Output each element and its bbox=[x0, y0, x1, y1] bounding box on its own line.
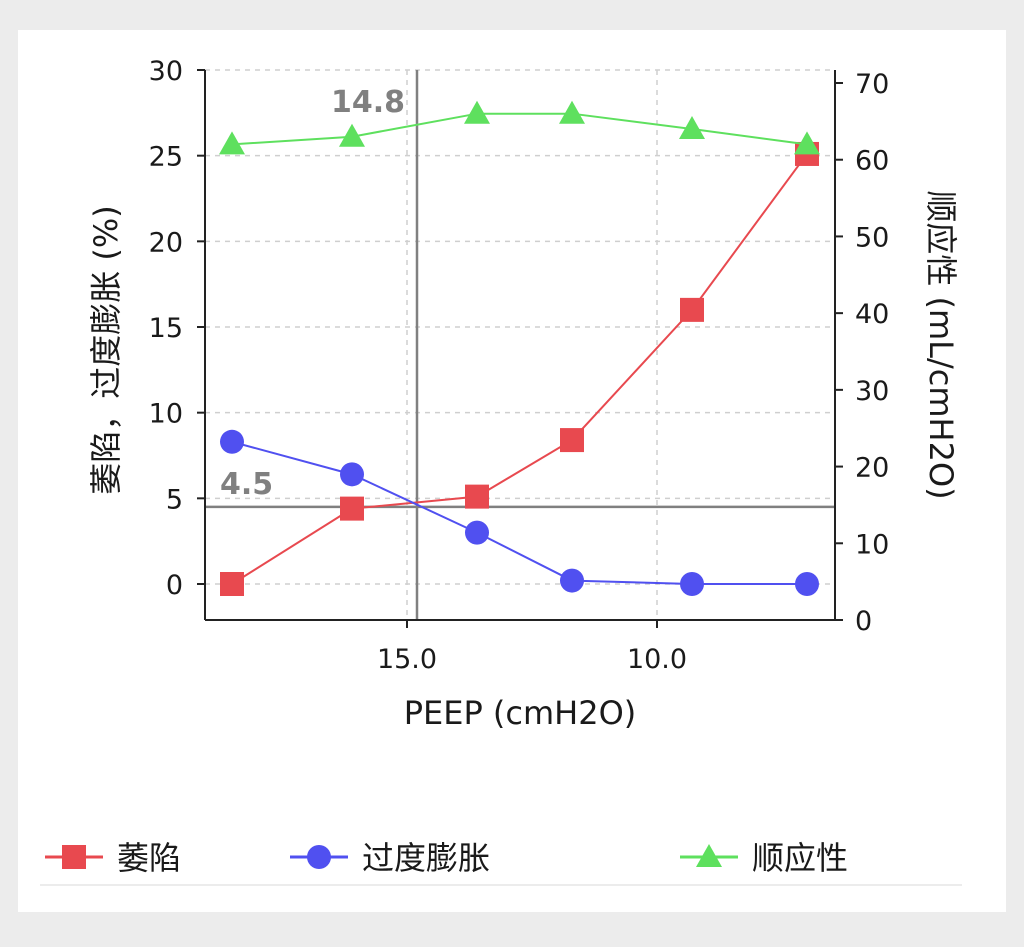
right-tick-label: 40 bbox=[855, 299, 889, 330]
legend: 萎陷 过度膨胀 顺应性 bbox=[40, 839, 962, 886]
series-1-point bbox=[560, 568, 584, 593]
right-tick-label: 10 bbox=[855, 529, 889, 560]
legend-label-1: 过度膨胀 bbox=[362, 839, 490, 877]
left-tick-label: 20 bbox=[149, 227, 183, 258]
reference-label-horizontal: 4.5 bbox=[220, 467, 273, 502]
series-0-point bbox=[340, 496, 364, 521]
series-2-point bbox=[679, 116, 705, 140]
x-tick-label: 10.0 bbox=[627, 644, 687, 675]
right-tick-label: 50 bbox=[855, 222, 889, 253]
left-tick-label: 25 bbox=[149, 142, 183, 173]
series-0-point bbox=[220, 572, 244, 596]
series-2-point bbox=[339, 123, 365, 147]
right-tick-label: 30 bbox=[855, 376, 889, 407]
right-tick-label: 0 bbox=[855, 606, 872, 637]
series-2-point bbox=[559, 100, 585, 124]
legend-label-0: 萎陷 bbox=[117, 839, 181, 877]
series-1-point bbox=[340, 462, 364, 487]
series bbox=[219, 100, 820, 596]
labels: 14.8 4.5 0 5 10 15 20 25 30 0 10 20 30 40 50 60 70 15.0 10… bbox=[87, 56, 960, 732]
series-2-point bbox=[794, 131, 820, 155]
left-tick-label: 30 bbox=[149, 56, 183, 87]
grid bbox=[205, 69, 835, 620]
chart-card bbox=[18, 30, 1006, 912]
right-axis-title: 顺应性 (mL/cmH2O) bbox=[922, 190, 960, 499]
left-tick-label: 15 bbox=[149, 313, 183, 344]
left-tick-label: 5 bbox=[166, 484, 183, 515]
left-tick-label: 10 bbox=[149, 399, 183, 430]
legend-marker-0 bbox=[62, 845, 86, 869]
series-0-point bbox=[680, 297, 704, 322]
series-2-point bbox=[219, 131, 245, 155]
x-tick-label: 15.0 bbox=[377, 644, 437, 675]
legend-label-2: 顺应性 bbox=[752, 839, 848, 877]
series-0-point bbox=[465, 484, 489, 509]
series-0-point bbox=[560, 428, 584, 453]
series-line-1 bbox=[231, 440, 807, 585]
series-line-2 bbox=[231, 112, 808, 146]
legend-marker-2 bbox=[696, 844, 722, 867]
right-tick-label: 20 bbox=[855, 453, 889, 484]
x-axis-title: PEEP (cmH2O) bbox=[404, 694, 637, 732]
series-1-point bbox=[680, 572, 704, 596]
reference-label-vertical: 14.8 bbox=[331, 85, 405, 120]
legend-marker-1 bbox=[307, 845, 331, 869]
axes bbox=[197, 69, 843, 628]
series-1-point bbox=[795, 572, 819, 596]
series-2-point bbox=[464, 100, 490, 124]
series-1-point bbox=[465, 520, 489, 545]
left-tick-label: 0 bbox=[166, 570, 183, 601]
left-axis-title: 萎陷，过度膨胀 (%) bbox=[87, 205, 125, 495]
reference-lines bbox=[205, 70, 835, 620]
series-line-0 bbox=[231, 153, 808, 585]
series-1-point bbox=[220, 429, 244, 454]
right-tick-label: 60 bbox=[855, 146, 889, 177]
right-tick-label: 70 bbox=[855, 69, 889, 100]
